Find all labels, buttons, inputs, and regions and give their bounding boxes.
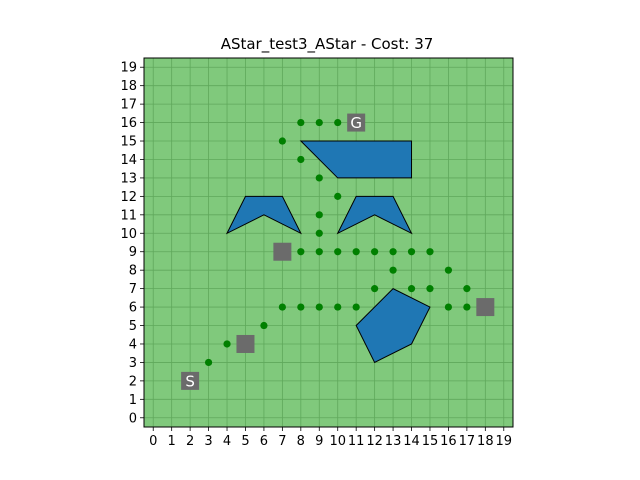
waypoint-marker <box>476 298 495 317</box>
path-point <box>463 285 471 293</box>
path-point <box>444 266 453 274</box>
x-tick-label: 10 <box>329 434 346 449</box>
x-tick-label: 7 <box>278 434 286 449</box>
x-tick-label: 8 <box>297 434 305 449</box>
y-tick-label: 1 <box>129 393 137 408</box>
x-tick-label: 9 <box>315 434 323 449</box>
nodes: SG <box>181 113 495 390</box>
y-tick-label: 8 <box>129 264 137 279</box>
y-tick-label: 10 <box>120 227 137 242</box>
x-tick-label: 4 <box>223 434 231 449</box>
x-axis-ticks: 0 1 2 3 4 5 6 7 8 9 10 11 12 13 14 15 16 17 18 19 <box>149 427 512 449</box>
path-point <box>278 137 286 145</box>
x-tick-label: 5 <box>241 434 249 449</box>
path-point <box>315 174 323 182</box>
path-point <box>352 303 360 311</box>
x-tick-label: 1 <box>168 434 176 449</box>
obstacles <box>225 140 431 364</box>
path-point <box>334 118 342 127</box>
path-point <box>371 285 379 293</box>
y-tick-label: 4 <box>129 337 137 352</box>
path-point <box>407 285 416 293</box>
start-label: S <box>185 372 195 390</box>
obstacle-left-chevron <box>225 195 302 235</box>
path-point <box>315 118 323 127</box>
path-point <box>297 155 305 164</box>
chart-title: AStar_test3_AStar - Cost: 37 <box>221 35 434 54</box>
x-tick-label: 11 <box>348 434 365 449</box>
x-tick-label: 19 <box>496 434 513 449</box>
plot-frame <box>143 57 514 428</box>
path-point <box>463 303 471 311</box>
path-point <box>426 248 434 256</box>
x-tick-label: 13 <box>385 434 402 449</box>
y-tick-label: 13 <box>120 171 137 186</box>
path-point <box>352 248 360 256</box>
path-point <box>204 358 213 367</box>
y-tick-label: 9 <box>129 245 137 260</box>
path-point <box>389 266 397 274</box>
path-point <box>315 211 323 219</box>
y-tick-label: 15 <box>120 135 137 150</box>
y-tick-label: 2 <box>129 374 137 389</box>
goal-marker <box>347 113 366 132</box>
path-point <box>315 229 323 237</box>
y-tick-label: 12 <box>120 190 137 205</box>
y-tick-label: 6 <box>129 301 137 316</box>
path-point <box>334 248 342 256</box>
goal-label: G <box>350 114 362 132</box>
start-marker <box>181 371 200 390</box>
path-point <box>334 303 342 311</box>
path-point <box>297 248 305 256</box>
y-tick-label: 0 <box>129 411 137 426</box>
y-tick-label: 7 <box>129 282 137 297</box>
y-tick-label: 19 <box>120 61 137 76</box>
x-tick-label: 6 <box>260 434 268 449</box>
waypoint-marker <box>273 242 292 261</box>
x-tick-label: 2 <box>186 434 194 449</box>
y-tick-label: 5 <box>129 319 137 334</box>
path-point <box>371 248 379 256</box>
path-point <box>223 340 231 348</box>
plot-background <box>144 58 513 427</box>
x-tick-label: 18 <box>477 434 494 449</box>
y-tick-label: 14 <box>120 153 137 168</box>
x-tick-label: 0 <box>149 434 157 449</box>
obstacle-pentagon <box>355 288 431 364</box>
x-tick-label: 17 <box>459 434 476 449</box>
y-tick-label: 17 <box>120 98 137 113</box>
path-point <box>426 285 434 293</box>
path-point <box>315 303 323 311</box>
path-point <box>278 303 286 311</box>
waypoint-marker <box>236 334 255 353</box>
y-tick-label: 16 <box>120 116 137 131</box>
x-tick-label: 12 <box>366 434 383 449</box>
path-point <box>444 303 453 311</box>
x-tick-label: 14 <box>403 434 420 449</box>
obstacle-right-chevron <box>336 195 413 235</box>
path-point <box>407 248 416 256</box>
path-point <box>389 248 397 256</box>
y-tick-label: 11 <box>120 208 137 223</box>
path-point <box>334 192 342 200</box>
y-tick-label: 3 <box>129 356 137 371</box>
path-point <box>297 118 305 127</box>
path-point <box>315 248 323 256</box>
path-point <box>260 321 268 330</box>
obstacle-top-trapezoid <box>299 140 413 179</box>
x-tick-label: 16 <box>440 434 457 449</box>
y-tick-label: 18 <box>120 79 137 94</box>
x-tick-label: 3 <box>204 434 212 449</box>
x-tick-label: 15 <box>422 434 439 449</box>
path-point <box>297 303 305 311</box>
